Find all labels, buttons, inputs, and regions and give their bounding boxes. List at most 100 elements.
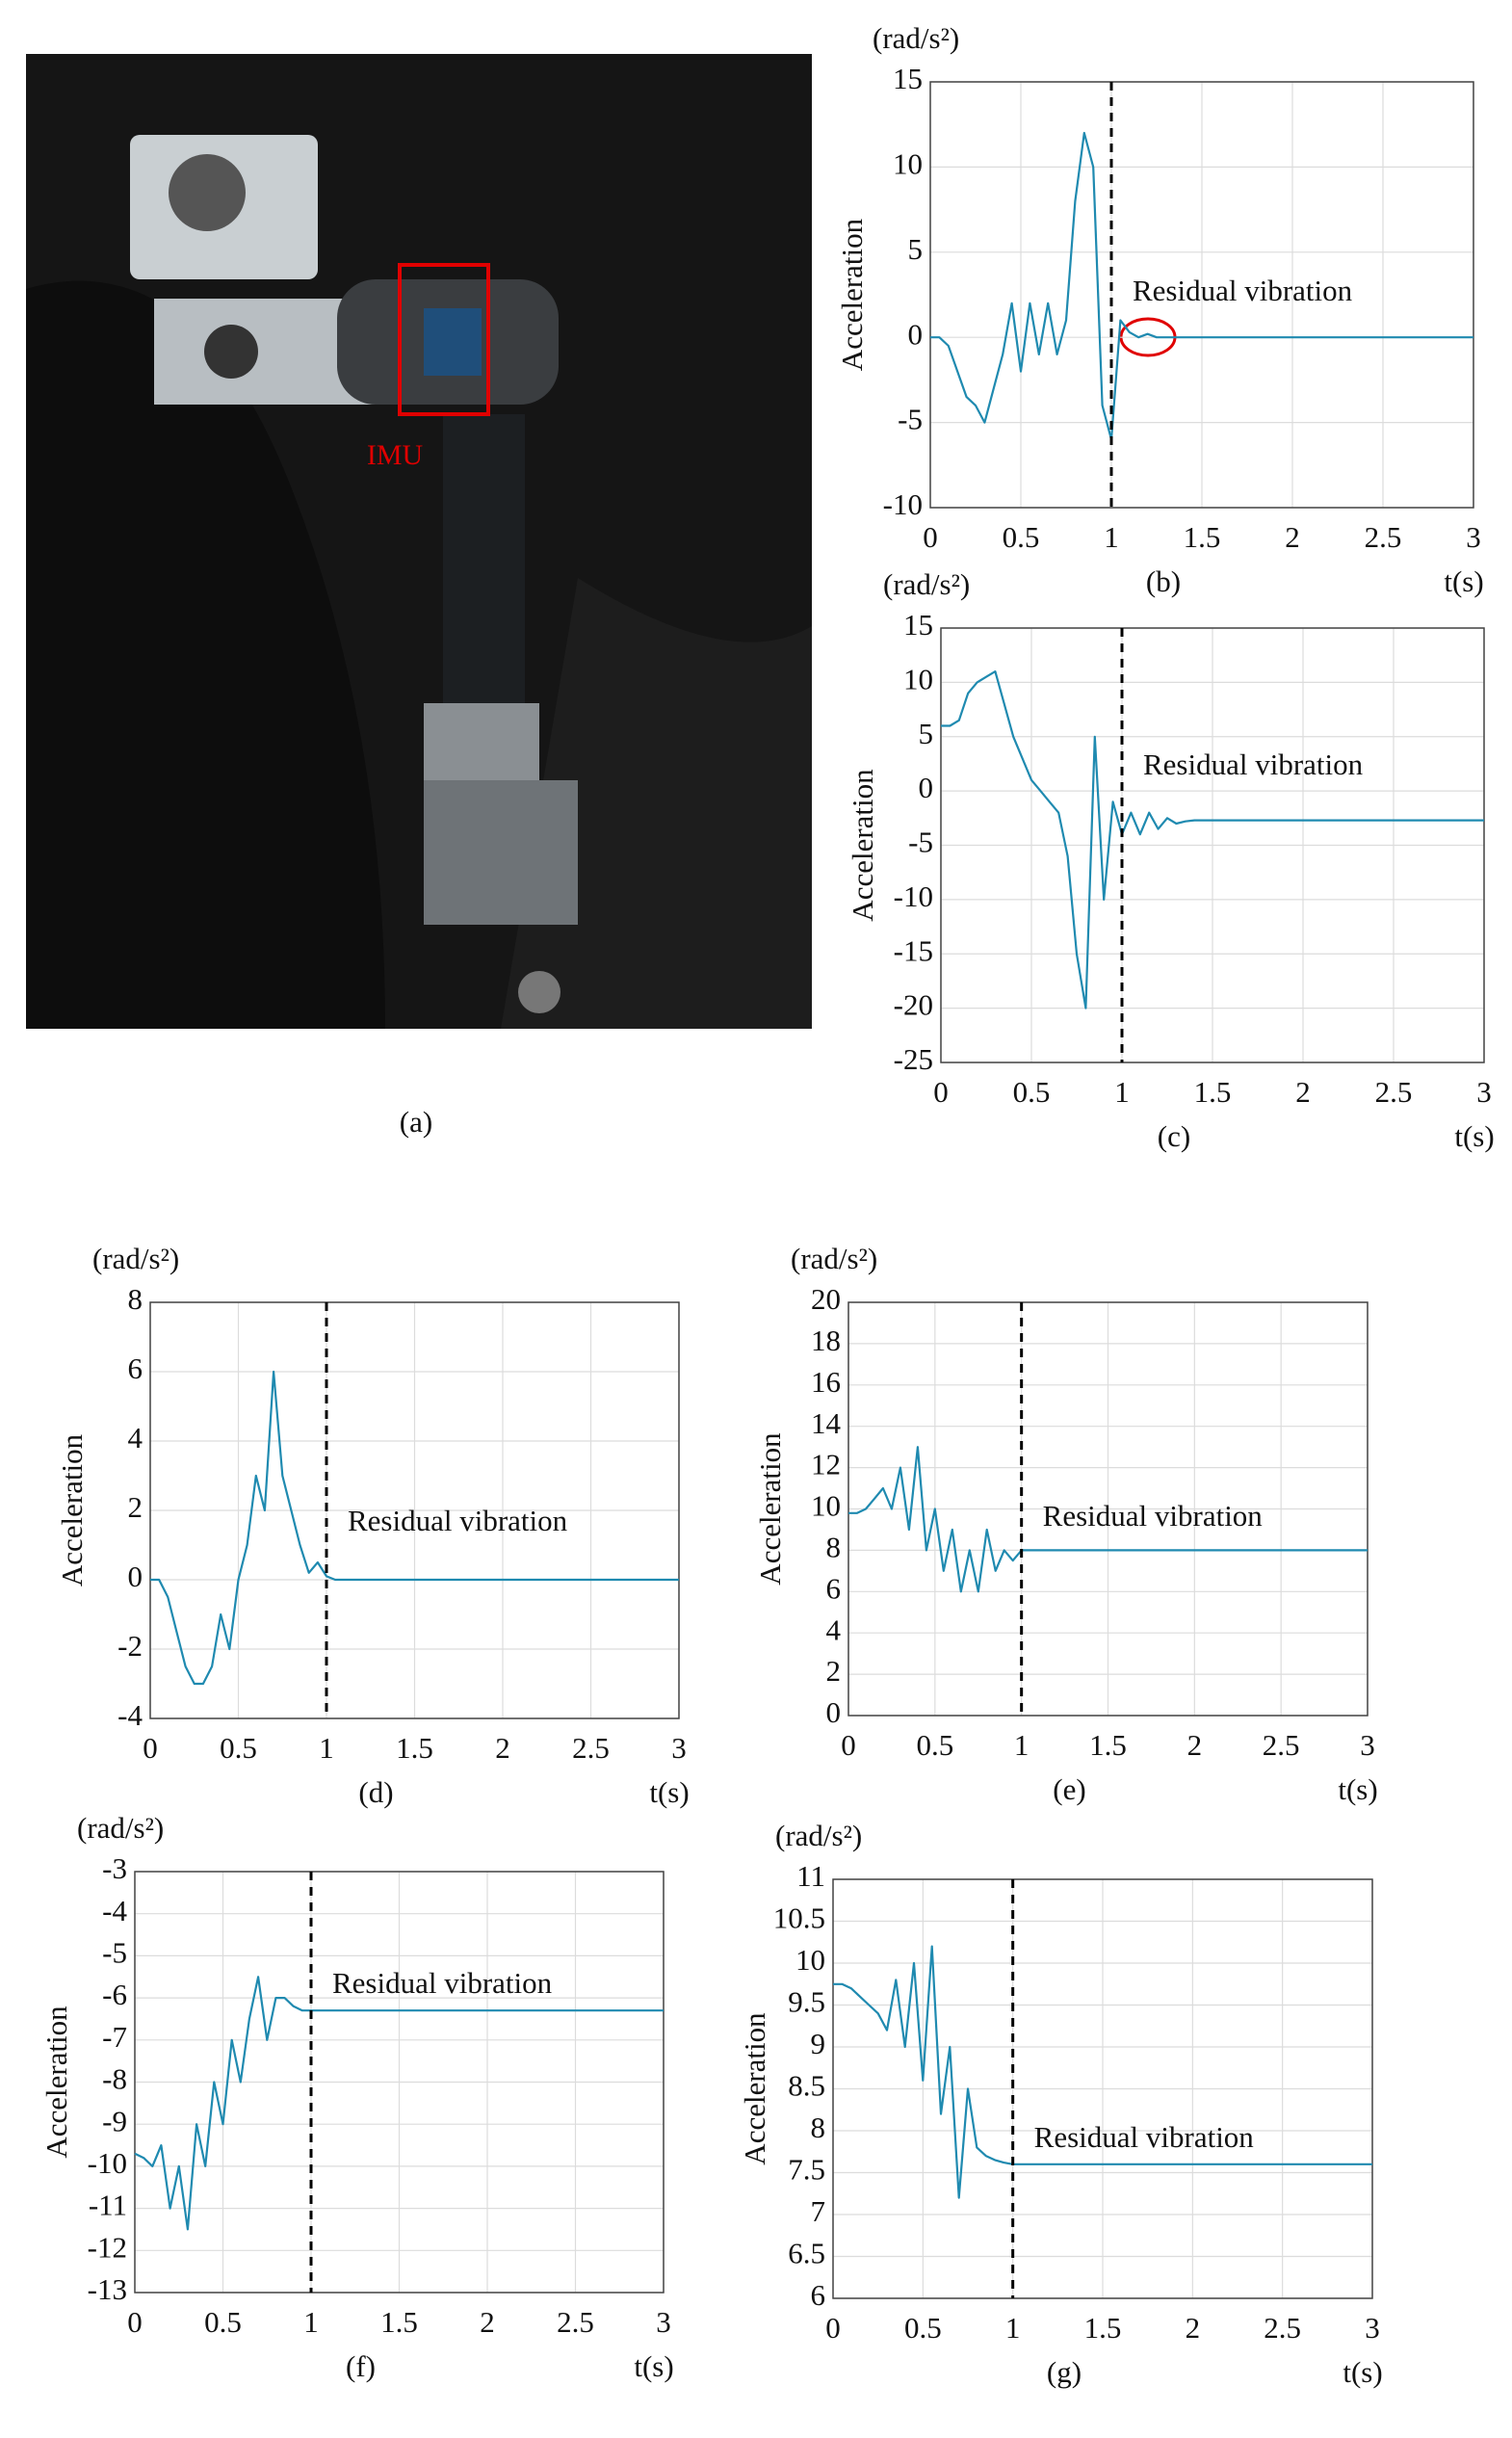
y-tick-label: 0 (919, 771, 934, 804)
plot-frame (940, 627, 1485, 1063)
unit-label: (rad/s²) (77, 1811, 164, 1845)
y-tick-label: 6 (826, 1571, 842, 1605)
y-tick-label: 5 (919, 717, 934, 750)
y-tick-label: -10 (88, 2146, 127, 2180)
x-tick-label: 2 (1186, 2311, 1201, 2345)
y-tick-label: 7.5 (788, 2153, 825, 2187)
plot-frame (134, 1871, 665, 2294)
y-tick-label: 10 (903, 662, 933, 695)
y-tick-label: 7 (811, 2194, 826, 2228)
x-tick-label: 0 (933, 1075, 949, 1109)
y-tick-label: 9.5 (788, 1985, 825, 2019)
unit-label: (rad/s²) (92, 1242, 179, 1275)
x-tick-label: 0.5 (1003, 520, 1040, 554)
y-tick-label: 11 (796, 1859, 825, 1893)
x-tick-label: 2 (480, 2305, 495, 2339)
x-axis-label: t(s) (1454, 1119, 1494, 1153)
x-tick-label: 1.5 (380, 2305, 418, 2339)
y-tick-label: 12 (811, 1448, 841, 1481)
x-tick-label: 0 (825, 2311, 841, 2345)
x-axis-label: t(s) (1343, 2355, 1382, 2389)
y-tick-label: 0 (908, 317, 924, 351)
x-tick-label: 0.5 (904, 2311, 942, 2345)
x-tick-label: 2.5 (1264, 2311, 1301, 2345)
y-tick-label: 6 (811, 2278, 826, 2312)
y-axis-label: Acceleration (753, 1432, 787, 1586)
x-tick-label: 1 (303, 2305, 319, 2339)
unit-label: (rad/s²) (775, 1819, 862, 1852)
caption: (e) (1053, 1772, 1085, 1806)
y-tick-label: 18 (811, 1324, 841, 1357)
x-tick-label: 1 (1104, 520, 1119, 554)
unit-label: (rad/s²) (791, 1242, 877, 1275)
x-tick-label: 1.5 (1089, 1728, 1127, 1762)
caption: (g) (1047, 2355, 1082, 2389)
y-tick-label: 15 (893, 62, 923, 95)
unit-label: (rad/s²) (883, 567, 970, 601)
x-axis-label: t(s) (1338, 1772, 1377, 1806)
y-tick-label: -5 (102, 1936, 127, 1970)
y-axis-label: Acceleration (55, 1433, 89, 1586)
x-axis-label: t(s) (649, 1775, 689, 1809)
y-tick-label: -8 (102, 2062, 127, 2096)
y-tick-label: 16 (811, 1365, 841, 1399)
x-tick-label: 1 (1014, 1728, 1030, 1762)
y-axis-label: Acceleration (39, 2005, 73, 2159)
x-tick-label: 2.5 (1365, 520, 1402, 554)
data-line (848, 1446, 1368, 1593)
x-tick-label: 2 (1285, 520, 1300, 554)
x-tick-label: 0.5 (220, 1731, 257, 1765)
caption: (f) (346, 2349, 376, 2383)
y-tick-label: 6.5 (788, 2237, 825, 2270)
x-tick-label: 3 (1466, 520, 1481, 554)
y-tick-label: -12 (88, 2230, 127, 2264)
y-tick-label: -10 (883, 487, 923, 521)
photo-caption: (a) (400, 1105, 432, 1139)
y-tick-label: 8 (811, 2110, 826, 2144)
annotation: Residual vibration (1034, 2120, 1255, 2154)
caption: (b) (1146, 564, 1181, 598)
x-tick-label: 1.5 (1194, 1075, 1232, 1109)
data-line (833, 1945, 1372, 2199)
x-tick-label: 0 (127, 2305, 143, 2339)
y-tick-label: -5 (908, 826, 933, 859)
x-tick-label: 1.5 (1184, 520, 1221, 554)
unit-label: (rad/s²) (873, 21, 959, 55)
x-tick-label: 0 (143, 1731, 158, 1765)
plot-frame (847, 1301, 1369, 1717)
x-tick-label: 3 (656, 2305, 671, 2339)
x-tick-label: 2.5 (1263, 1728, 1300, 1762)
x-tick-label: 0 (923, 520, 938, 554)
plot-frame (149, 1301, 680, 1719)
y-tick-label: -9 (102, 2104, 127, 2137)
y-axis-label: Acceleration (835, 218, 869, 371)
y-tick-label: 2 (128, 1490, 143, 1524)
y-tick-label: 14 (811, 1406, 842, 1440)
y-tick-label: 8.5 (788, 2069, 825, 2103)
x-tick-label: 0.5 (204, 2305, 242, 2339)
y-tick-label: -7 (102, 2020, 127, 2054)
plot-frame (929, 81, 1474, 509)
y-tick-label: -5 (898, 403, 923, 436)
x-tick-label: 2.5 (572, 1731, 610, 1765)
y-tick-label: 9 (811, 2027, 826, 2060)
y-tick-label: -11 (89, 2189, 127, 2222)
y-tick-label: -25 (894, 1042, 933, 1076)
y-tick-label: -4 (102, 1894, 127, 1927)
y-tick-label: 8 (826, 1531, 842, 1564)
x-tick-label: 2.5 (557, 2305, 594, 2339)
x-tick-label: 2 (1295, 1075, 1311, 1109)
y-tick-label: 10.5 (773, 1901, 825, 1935)
annotation: Residual vibration (332, 1966, 553, 2000)
y-tick-label: 0 (826, 1695, 842, 1729)
y-tick-label: 10 (811, 1489, 841, 1523)
y-axis-label: Acceleration (846, 769, 879, 922)
x-tick-label: 0.5 (916, 1728, 953, 1762)
y-tick-label: -3 (102, 1851, 127, 1885)
annotation: Residual vibration (348, 1504, 568, 1537)
y-tick-label: 2 (826, 1654, 842, 1688)
x-tick-label: 1.5 (396, 1731, 433, 1765)
x-tick-label: 1 (1114, 1075, 1130, 1109)
x-tick-label: 2 (495, 1731, 510, 1765)
